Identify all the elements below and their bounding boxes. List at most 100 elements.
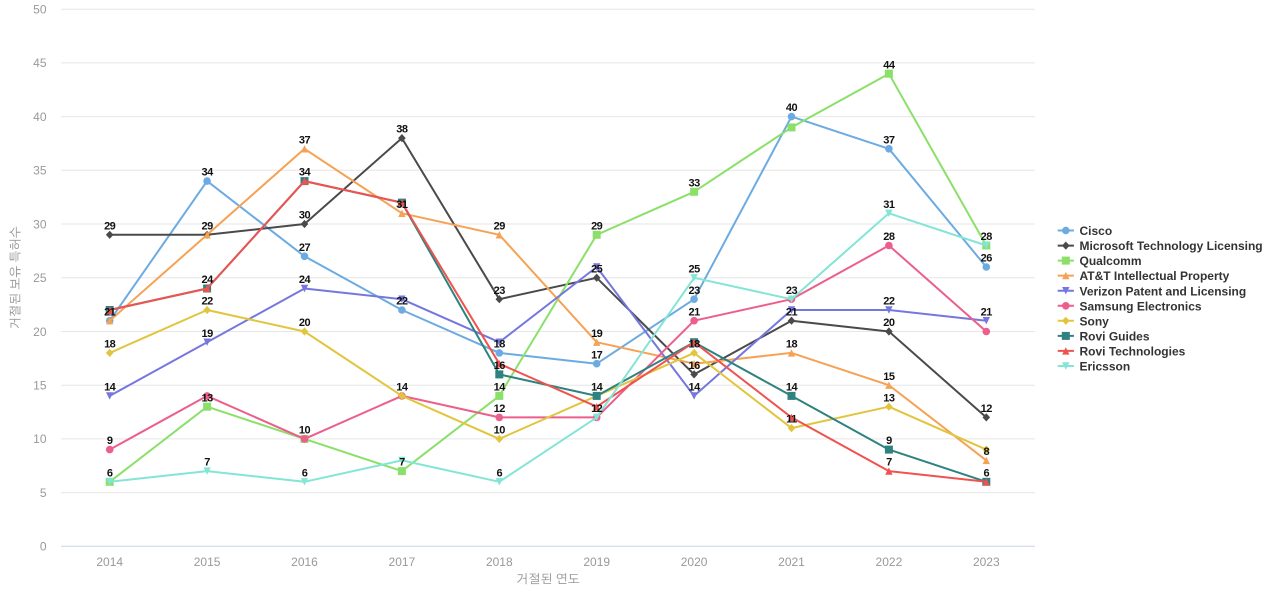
svg-text:50: 50 <box>33 3 47 17</box>
svg-text:7: 7 <box>204 457 210 469</box>
svg-text:44: 44 <box>883 59 896 71</box>
svg-text:29: 29 <box>201 220 213 232</box>
svg-text:14: 14 <box>494 382 507 394</box>
svg-text:7: 7 <box>886 457 892 469</box>
svg-text:14: 14 <box>786 382 799 394</box>
svg-text:21: 21 <box>981 306 993 318</box>
svg-text:18: 18 <box>494 339 506 351</box>
svg-text:40: 40 <box>786 102 798 114</box>
svg-text:Ericsson: Ericsson <box>1080 360 1131 374</box>
svg-text:Verizon Patent and Licensing: Verizon Patent and Licensing <box>1080 284 1247 298</box>
svg-text:30: 30 <box>33 217 47 231</box>
svg-text:28: 28 <box>883 231 895 243</box>
svg-text:10: 10 <box>33 432 47 446</box>
svg-text:34: 34 <box>201 167 214 179</box>
svg-text:2014: 2014 <box>96 555 123 569</box>
svg-text:31: 31 <box>396 199 408 211</box>
svg-text:2018: 2018 <box>486 555 513 569</box>
svg-text:19: 19 <box>201 328 213 340</box>
svg-text:28: 28 <box>981 231 993 243</box>
svg-text:20: 20 <box>883 317 895 329</box>
svg-text:31: 31 <box>883 199 895 211</box>
svg-text:24: 24 <box>201 274 214 286</box>
svg-text:25: 25 <box>33 271 47 285</box>
svg-text:23: 23 <box>494 285 506 297</box>
svg-text:10: 10 <box>299 425 311 437</box>
svg-text:Rovi Guides: Rovi Guides <box>1080 330 1150 344</box>
svg-text:16: 16 <box>494 360 506 372</box>
svg-text:13: 13 <box>201 392 213 404</box>
svg-text:21: 21 <box>688 306 700 318</box>
svg-text:2019: 2019 <box>583 555 610 569</box>
svg-text:19: 19 <box>591 328 603 340</box>
svg-text:12: 12 <box>591 403 603 415</box>
svg-text:37: 37 <box>883 134 895 146</box>
svg-text:11: 11 <box>786 414 797 426</box>
svg-text:33: 33 <box>688 177 700 189</box>
svg-text:13: 13 <box>883 392 895 404</box>
svg-text:23: 23 <box>688 285 700 297</box>
svg-text:21: 21 <box>104 306 116 318</box>
svg-text:29: 29 <box>104 220 116 232</box>
svg-text:7: 7 <box>399 457 405 469</box>
svg-text:0: 0 <box>40 540 47 554</box>
svg-text:20: 20 <box>33 325 47 339</box>
svg-text:24: 24 <box>299 274 312 286</box>
svg-text:14: 14 <box>688 382 701 394</box>
svg-text:38: 38 <box>396 124 408 136</box>
svg-text:23: 23 <box>786 285 798 297</box>
svg-text:20: 20 <box>299 317 311 329</box>
svg-text:22: 22 <box>396 296 408 308</box>
svg-text:15: 15 <box>883 371 895 383</box>
svg-text:2023: 2023 <box>973 555 1000 569</box>
svg-text:14: 14 <box>104 382 117 394</box>
svg-text:8: 8 <box>983 446 989 458</box>
svg-text:Rovi Technologies: Rovi Technologies <box>1080 345 1186 359</box>
svg-text:30: 30 <box>299 210 311 222</box>
svg-text:21: 21 <box>786 306 798 318</box>
svg-text:40: 40 <box>33 110 47 124</box>
svg-text:25: 25 <box>688 263 700 275</box>
svg-text:2022: 2022 <box>876 555 903 569</box>
svg-text:14: 14 <box>591 382 604 394</box>
svg-text:6: 6 <box>302 467 308 479</box>
svg-text:AT&T Intellectual Property: AT&T Intellectual Property <box>1080 269 1230 283</box>
svg-text:37: 37 <box>299 134 311 146</box>
svg-text:15: 15 <box>33 379 47 393</box>
svg-text:34: 34 <box>299 167 312 179</box>
svg-text:5: 5 <box>40 486 47 500</box>
svg-text:2020: 2020 <box>681 555 708 569</box>
svg-text:6: 6 <box>496 467 502 479</box>
svg-text:Microsoft Technology Licensing: Microsoft Technology Licensing <box>1080 239 1263 253</box>
svg-text:25: 25 <box>591 263 603 275</box>
svg-text:14: 14 <box>396 382 409 394</box>
svg-text:6: 6 <box>983 467 989 479</box>
svg-text:2017: 2017 <box>389 555 416 569</box>
svg-text:26: 26 <box>981 253 993 265</box>
svg-text:45: 45 <box>33 56 47 70</box>
svg-text:18: 18 <box>688 339 700 351</box>
svg-text:18: 18 <box>104 339 116 351</box>
svg-text:2021: 2021 <box>778 555 805 569</box>
svg-text:Cisco: Cisco <box>1080 224 1113 238</box>
svg-text:9: 9 <box>886 435 892 447</box>
svg-text:17: 17 <box>591 349 603 361</box>
svg-text:2016: 2016 <box>291 555 318 569</box>
svg-text:12: 12 <box>981 403 993 415</box>
svg-text:9: 9 <box>107 435 113 447</box>
svg-text:2015: 2015 <box>194 555 221 569</box>
svg-text:18: 18 <box>786 339 798 351</box>
svg-text:16: 16 <box>688 360 700 372</box>
svg-text:6: 6 <box>107 467 113 479</box>
svg-text:Qualcomm: Qualcomm <box>1080 254 1142 268</box>
svg-text:35: 35 <box>33 164 47 178</box>
svg-text:27: 27 <box>299 242 311 254</box>
svg-text:22: 22 <box>883 296 895 308</box>
svg-text:12: 12 <box>494 403 506 415</box>
svg-text:29: 29 <box>591 220 603 232</box>
svg-text:10: 10 <box>494 425 506 437</box>
svg-text:29: 29 <box>494 220 506 232</box>
svg-text:Samsung Electronics: Samsung Electronics <box>1080 299 1202 313</box>
svg-text:Sony: Sony <box>1080 314 1110 328</box>
svg-text:22: 22 <box>201 296 213 308</box>
